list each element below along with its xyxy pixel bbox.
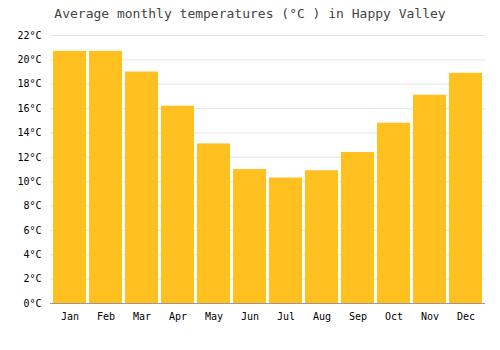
svg-text:May: May xyxy=(205,311,223,322)
svg-text:Nov: Nov xyxy=(421,311,439,322)
svg-text:Jan: Jan xyxy=(61,311,79,322)
svg-text:Sep: Sep xyxy=(349,311,367,322)
svg-text:6°C: 6°C xyxy=(23,225,41,236)
svg-text:22°C: 22°C xyxy=(17,30,41,41)
svg-text:10°C: 10°C xyxy=(17,176,41,187)
svg-text:Mar: Mar xyxy=(133,311,151,322)
svg-text:Oct: Oct xyxy=(385,311,403,322)
svg-text:14°C: 14°C xyxy=(17,127,41,138)
svg-text:Apr: Apr xyxy=(169,311,187,322)
svg-text:2°C: 2°C xyxy=(23,273,41,284)
svg-text:12°C: 12°C xyxy=(17,152,41,163)
svg-text:Dec: Dec xyxy=(457,311,475,322)
svg-text:Feb: Feb xyxy=(97,311,115,322)
svg-text:18°C: 18°C xyxy=(17,78,41,89)
svg-text:20°C: 20°C xyxy=(17,54,41,65)
svg-text:16°C: 16°C xyxy=(17,103,41,114)
svg-text:Jun: Jun xyxy=(241,311,259,322)
svg-text:4°C: 4°C xyxy=(23,249,41,260)
svg-text:8°C: 8°C xyxy=(23,200,41,211)
html-text:Average monthly temperatures (: Average monthly temperatures (°C ) in Ha… xyxy=(54,6,446,21)
svg-text:0°C: 0°C xyxy=(23,298,41,309)
svg-text:Aug: Aug xyxy=(313,311,331,322)
svg-text:Jul: Jul xyxy=(277,311,295,322)
